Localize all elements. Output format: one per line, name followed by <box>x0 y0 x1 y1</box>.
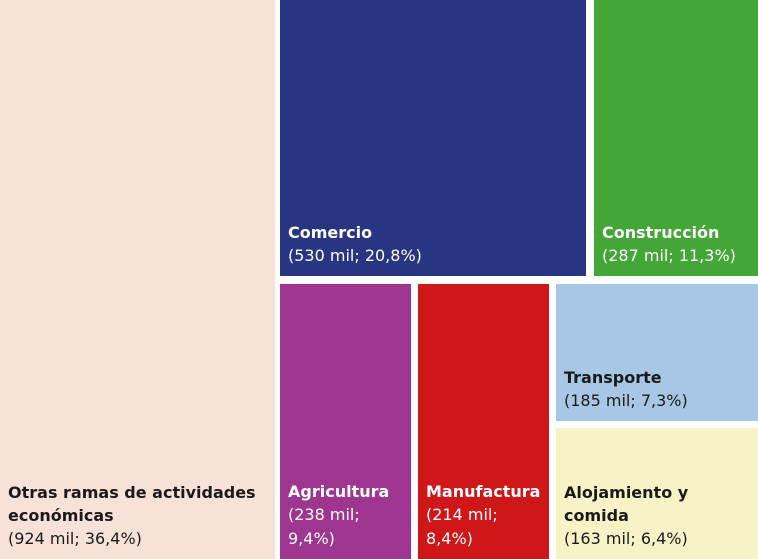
tile-transporte-label: Transporte <box>564 368 662 387</box>
tile-agricultura-value: (238 mil; 9,4%) <box>288 505 360 548</box>
tile-alojamiento: Alojamiento y comida (163 mil; 6,4%) <box>556 428 758 559</box>
tile-construccion-value: (287 mil; 11,3%) <box>602 246 736 265</box>
tile-manufactura: Manufactura (214 mil; 8,4%) <box>418 284 549 559</box>
tile-comercio-label: Comercio <box>288 223 373 242</box>
tile-agricultura-label: Agricultura <box>288 482 390 501</box>
tile-construccion-label: Construcción <box>602 223 720 242</box>
tile-manufactura-value: (214 mil; 8,4%) <box>426 505 498 548</box>
tile-otras-label: Otras ramas de actividades económicas <box>8 483 256 525</box>
tile-comercio-value: (530 mil; 20,8%) <box>288 246 422 265</box>
tile-transporte-value: (185 mil; 7,3%) <box>564 391 688 410</box>
tile-construccion: Construcción (287 mil; 11,3%) <box>594 0 758 276</box>
tile-otras: Otras ramas de actividades económicas (9… <box>0 0 275 559</box>
tile-alojamiento-label: Alojamiento y comida <box>564 483 689 525</box>
tile-otras-value: (924 mil; 36,4%) <box>8 529 142 548</box>
tile-agricultura: Agricultura (238 mil; 9,4%) <box>280 284 411 559</box>
tile-alojamiento-value: (163 mil; 6,4%) <box>564 529 688 548</box>
tile-comercio: Comercio (530 mil; 20,8%) <box>280 0 586 276</box>
tile-manufactura-label: Manufactura <box>426 482 541 501</box>
tile-transporte: Transporte (185 mil; 7,3%) <box>556 284 758 421</box>
